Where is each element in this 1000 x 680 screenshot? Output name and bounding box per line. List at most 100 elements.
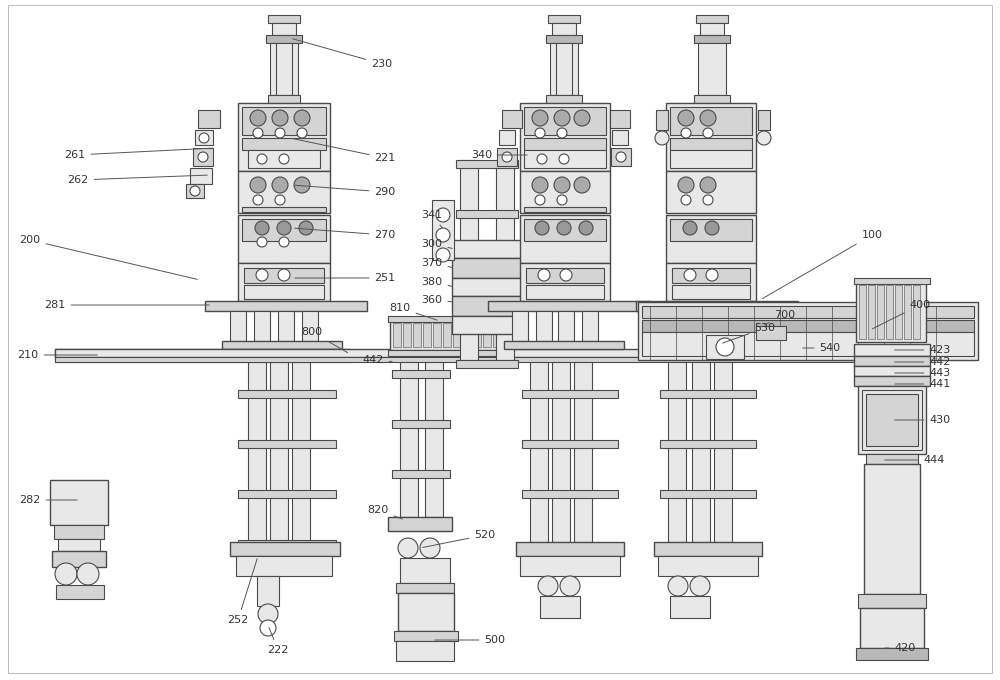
Bar xyxy=(520,103,610,171)
Bar xyxy=(642,320,974,332)
Bar xyxy=(460,160,478,360)
Bar xyxy=(860,608,924,648)
Circle shape xyxy=(574,110,590,126)
Circle shape xyxy=(272,110,288,126)
Bar xyxy=(642,306,974,318)
Circle shape xyxy=(257,237,267,247)
Circle shape xyxy=(253,128,263,138)
Bar xyxy=(854,376,930,386)
Bar xyxy=(520,215,610,263)
Bar xyxy=(714,362,732,542)
Circle shape xyxy=(538,576,558,596)
Circle shape xyxy=(535,221,549,235)
Bar xyxy=(198,110,220,128)
Circle shape xyxy=(190,186,200,196)
Bar xyxy=(58,539,100,551)
Bar xyxy=(452,258,522,278)
Bar xyxy=(193,148,213,166)
Bar xyxy=(394,631,458,641)
Bar xyxy=(456,360,518,368)
Bar xyxy=(238,540,336,548)
Bar xyxy=(205,301,367,311)
Bar xyxy=(248,150,320,168)
Bar xyxy=(670,596,710,618)
Bar xyxy=(432,200,454,260)
Circle shape xyxy=(684,269,696,281)
Bar xyxy=(499,130,515,145)
Bar xyxy=(670,150,752,168)
Bar xyxy=(548,15,580,23)
Circle shape xyxy=(703,195,713,205)
Bar xyxy=(652,341,772,349)
Bar xyxy=(483,323,491,347)
Bar xyxy=(550,43,578,95)
Bar xyxy=(854,356,930,366)
Bar xyxy=(396,583,454,593)
Bar xyxy=(392,420,450,428)
Bar xyxy=(456,310,518,318)
Bar xyxy=(236,556,332,576)
Bar xyxy=(692,362,710,542)
Text: 282: 282 xyxy=(19,495,77,505)
Bar xyxy=(190,168,212,184)
Circle shape xyxy=(700,110,716,126)
Circle shape xyxy=(253,195,263,205)
Text: 360: 360 xyxy=(422,295,452,305)
Circle shape xyxy=(616,152,626,162)
Bar xyxy=(554,263,572,288)
Bar xyxy=(195,130,213,145)
Text: 423: 423 xyxy=(895,345,951,355)
Circle shape xyxy=(278,269,290,281)
Bar xyxy=(730,311,746,341)
Bar xyxy=(456,210,518,218)
Text: 430: 430 xyxy=(895,415,951,425)
Circle shape xyxy=(757,131,771,145)
Circle shape xyxy=(260,620,276,636)
Bar xyxy=(877,285,884,339)
Bar xyxy=(666,103,756,171)
Bar xyxy=(536,311,552,341)
Bar xyxy=(272,23,296,35)
Circle shape xyxy=(436,248,450,262)
Text: 441: 441 xyxy=(895,379,951,389)
Circle shape xyxy=(532,177,548,193)
Bar xyxy=(497,148,517,166)
Bar xyxy=(700,23,724,35)
Text: 444: 444 xyxy=(885,455,945,465)
Bar xyxy=(390,320,508,350)
Circle shape xyxy=(436,228,450,242)
Circle shape xyxy=(502,152,512,162)
Circle shape xyxy=(436,208,450,222)
Bar xyxy=(238,215,330,263)
Bar xyxy=(698,43,726,95)
Circle shape xyxy=(535,195,545,205)
Bar xyxy=(453,323,461,347)
Bar xyxy=(257,576,279,606)
Bar xyxy=(244,268,324,283)
Bar xyxy=(522,490,618,498)
Bar xyxy=(244,285,324,299)
Bar xyxy=(392,470,450,478)
Bar xyxy=(858,386,926,454)
Text: 820: 820 xyxy=(367,505,402,519)
Text: 270: 270 xyxy=(295,228,396,240)
Circle shape xyxy=(678,177,694,193)
Bar xyxy=(758,110,770,130)
Bar xyxy=(413,323,421,347)
Bar xyxy=(222,341,342,349)
Bar xyxy=(526,285,604,299)
Circle shape xyxy=(557,128,567,138)
Bar xyxy=(524,107,606,135)
Circle shape xyxy=(277,221,291,235)
Circle shape xyxy=(535,128,545,138)
Text: 540: 540 xyxy=(803,343,841,353)
Text: 340: 340 xyxy=(471,150,527,160)
Bar xyxy=(278,311,294,341)
Bar xyxy=(52,551,106,567)
Bar xyxy=(56,585,104,599)
Bar xyxy=(242,207,326,212)
Bar xyxy=(522,440,618,448)
Circle shape xyxy=(258,604,278,624)
Bar xyxy=(866,454,918,464)
Bar xyxy=(694,95,730,103)
